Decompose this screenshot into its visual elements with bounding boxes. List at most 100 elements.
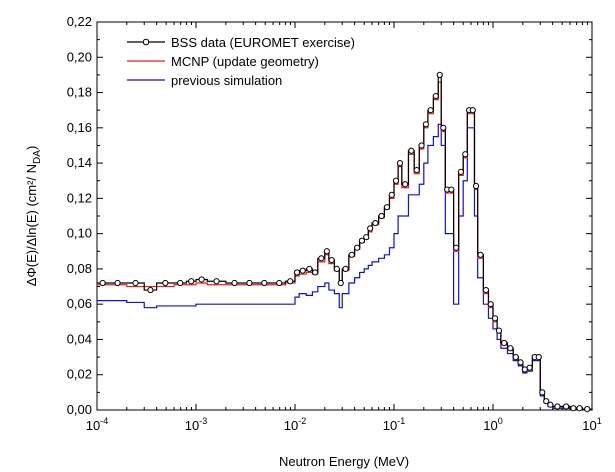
y-tick-label: 0,06 — [67, 296, 92, 311]
data-point — [495, 327, 503, 334]
data-point — [354, 244, 361, 251]
data-point — [306, 265, 313, 273]
x-tick-base: 10 — [284, 418, 298, 433]
y-tick-label: 0,16 — [67, 120, 92, 135]
data-point — [554, 403, 561, 410]
x-tick-label: 10-1 — [383, 416, 405, 433]
data-point — [261, 279, 268, 287]
data-point — [177, 279, 184, 287]
data-point — [469, 107, 476, 114]
x-tick-exponent: -1 — [397, 416, 405, 426]
data-point — [328, 256, 335, 264]
data-point — [547, 401, 554, 408]
data-point — [517, 359, 524, 366]
y-tick-label: 0,18 — [67, 85, 92, 100]
x-tick-label: 100 — [483, 416, 502, 433]
y-tick-label: 0,12 — [67, 190, 92, 205]
x-tick-base: 10 — [582, 418, 596, 433]
data-point — [482, 286, 490, 294]
data-point — [276, 279, 283, 287]
x-tick-label: 10-3 — [185, 416, 207, 433]
y-tick-label: 0,04 — [67, 331, 92, 346]
data-point — [372, 219, 379, 227]
data-point — [457, 168, 465, 176]
y-axis-title: ΔΦ(E)/Δln(E) (cm²/ NDA) — [24, 146, 43, 287]
data-point — [576, 405, 583, 412]
data-point — [535, 353, 542, 361]
data-point — [147, 286, 154, 294]
x-axis-title: Neutron Energy (MeV) — [279, 454, 409, 469]
data-point — [246, 279, 253, 287]
data-point — [99, 279, 106, 287]
data-point — [367, 225, 374, 232]
data-point — [299, 267, 306, 274]
data-point — [337, 279, 344, 287]
y-axis-title-text: ΔΦ(E)/Δln(E) (cm²/ N — [24, 164, 39, 286]
x-axis-title-text: Neutron Energy (MeV) — [279, 454, 409, 469]
data-point — [231, 279, 238, 287]
data-point — [570, 405, 577, 412]
data-point — [539, 389, 546, 396]
data-point — [287, 278, 294, 285]
data-point — [392, 177, 400, 184]
data-point — [448, 186, 455, 193]
data-point — [293, 269, 301, 276]
y-tick-label: 0,22 — [67, 14, 92, 29]
y-tick-label: 0,08 — [67, 261, 92, 276]
legend-label: previous simulation — [171, 73, 282, 88]
y-tick-label: 0,14 — [67, 155, 92, 170]
data-point — [477, 251, 484, 258]
y-tick-label: 0,10 — [67, 226, 92, 241]
legend-label: MCNP (update geometry) — [171, 54, 319, 69]
data-point — [436, 71, 443, 79]
legend-label: BSS data (EUROMET exercise) — [171, 35, 355, 50]
data-point — [427, 107, 434, 114]
x-tick-base: 10 — [86, 418, 100, 433]
data-point — [507, 345, 514, 352]
data-point — [318, 255, 325, 262]
data-point — [388, 191, 395, 198]
x-tick-exponent: 0 — [498, 416, 503, 426]
data-point — [363, 234, 370, 241]
data-point — [487, 301, 494, 308]
data-point — [162, 279, 169, 287]
data-point — [472, 182, 480, 190]
data-point — [512, 353, 519, 361]
legend-marker — [142, 38, 150, 46]
data-point — [132, 279, 139, 287]
data-point — [413, 167, 420, 174]
data-point — [333, 265, 340, 273]
data-point — [323, 248, 330, 255]
data-point — [396, 159, 404, 167]
data-point — [584, 406, 591, 413]
x-tick-base: 10 — [185, 418, 199, 433]
x-tick-exponent: -3 — [199, 416, 207, 426]
data-point — [402, 181, 409, 188]
data-point — [342, 265, 349, 273]
data-point — [198, 276, 205, 283]
data-point — [422, 121, 429, 128]
x-tick-base: 10 — [383, 418, 397, 433]
y-tick-label: 0,02 — [67, 367, 92, 382]
series-line — [97, 74, 593, 410]
x-tick-label: 10-2 — [284, 416, 306, 433]
data-point — [563, 403, 570, 410]
data-point — [440, 124, 447, 131]
data-point — [526, 364, 533, 371]
data-point — [383, 204, 391, 211]
data-point — [348, 251, 355, 258]
y-axis-title-sub: DA — [32, 150, 43, 164]
data-point — [312, 269, 319, 276]
y-tick-label: 0,00 — [67, 402, 92, 417]
data-point — [453, 244, 460, 251]
x-tick-label: 10-4 — [86, 416, 108, 433]
data-point — [114, 279, 121, 287]
data-point — [501, 339, 508, 347]
data-point — [418, 142, 425, 149]
data-point — [491, 315, 499, 322]
x-tick-exponent: -4 — [100, 416, 108, 426]
data-point — [378, 212, 385, 220]
y-axis-title-end: ) — [24, 146, 39, 150]
data-point — [408, 147, 415, 154]
